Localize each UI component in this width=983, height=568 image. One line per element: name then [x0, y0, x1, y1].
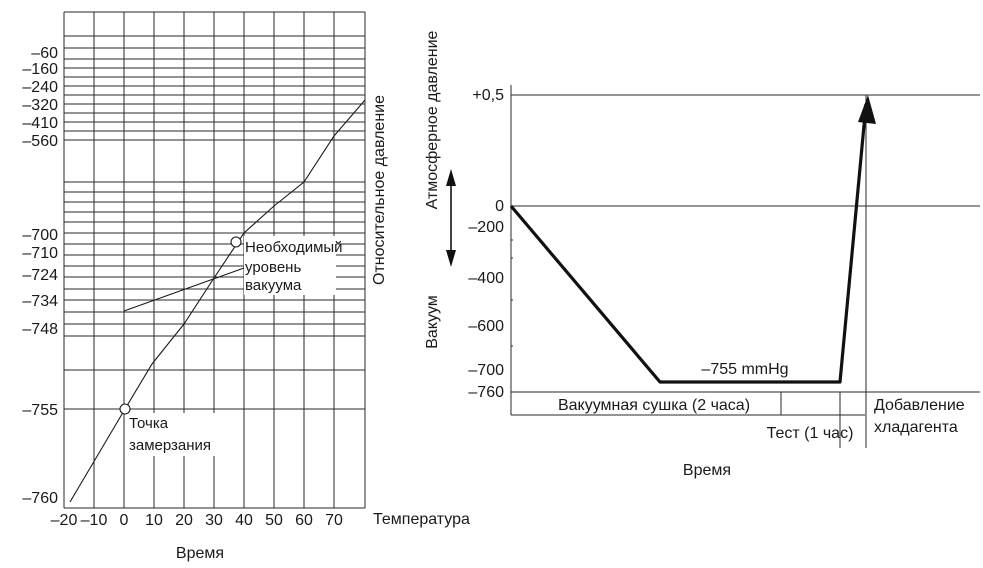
right-y-tick-label: –200	[468, 219, 504, 236]
left-x-tick-label: 30	[205, 512, 223, 529]
left-x-tick-label: –20	[51, 512, 78, 529]
annotation-required-line-3: вакуума	[245, 277, 302, 294]
marker-freezing-point	[119, 403, 131, 415]
annotation-freezing-point: Точка замерзания	[127, 413, 235, 456]
annotation-freezing-bg	[127, 413, 235, 456]
left-y-tick-label: –748	[22, 321, 58, 338]
left-y-tick-label: –710	[22, 245, 58, 262]
right-frame	[510, 85, 980, 448]
left-x-tick-label: 20	[175, 512, 193, 529]
left-x-tick-label: 60	[295, 512, 313, 529]
left-x-tick-label: 50	[265, 512, 283, 529]
left-y-tick-label: –410	[22, 115, 58, 132]
left-x-tick-label: 40	[235, 512, 253, 529]
annotation-freezing-line-1: Точка	[129, 415, 169, 432]
left-y-tick-label: –60	[31, 45, 58, 62]
left-x-tick-labels: –20 –10 0 10 20 30 40 50 60 70	[51, 512, 343, 529]
left-y-tick-label: –560	[22, 133, 58, 150]
left-y-tick-label: –755	[22, 402, 58, 419]
left-y-tick-label: –700	[22, 227, 58, 244]
right-y-tick-label: –760	[468, 384, 504, 401]
left-x-tick-label: –10	[81, 512, 108, 529]
pressure-curve	[509, 103, 868, 384]
phase-drying-label: Вакуумная сушка (2 часа)	[558, 397, 750, 414]
right-y-tick-label: –400	[468, 270, 504, 287]
right-y-label-atmospheric: Атмосферное давление	[424, 30, 441, 209]
left-curves	[69, 99, 366, 503]
pressure-curve-arrowhead	[858, 95, 876, 124]
left-x-tick-label: 70	[325, 512, 343, 529]
double-arrow	[446, 169, 456, 267]
curve-required-vacuum	[123, 267, 245, 312]
left-x-axis-label: Температура	[373, 511, 470, 528]
left-y-tick-label: –320	[22, 97, 58, 114]
left-y-tick-labels: –60–160–240–320–410–560 –700–710 –724 –734 –…	[22, 45, 58, 507]
annotation-required-line-1: Необходимый	[245, 239, 343, 256]
right-chart: +0,5 0 –200 –400 –600 –700 –760 Атмосферное да…	[424, 30, 980, 479]
phase-charge-label-1: Добавление	[874, 397, 965, 414]
right-y-tick-label: –700	[468, 362, 504, 379]
left-x-tick-label: 0	[120, 512, 129, 529]
left-bottom-label: Время	[176, 545, 224, 562]
left-grid	[63, 11, 366, 509]
right-y-tick-label: +0,5	[472, 87, 504, 104]
left-y-tick-label: –760	[22, 490, 58, 507]
annotation-required-bg	[244, 236, 336, 295]
left-y-tick-label: –240	[22, 79, 58, 96]
right-y-tick-label: –600	[468, 318, 504, 335]
annotation-required-line-2: уровень	[245, 259, 301, 276]
marker-required-vacuum	[230, 236, 242, 248]
annotation-755: –755 mmHg	[701, 361, 788, 378]
annotation-freezing-line-2: замерзания	[129, 437, 211, 454]
left-y-tick-label: –734	[22, 293, 58, 310]
left-y-axis-label: Относительное давление	[371, 95, 388, 285]
annotation-required-vacuum: Необходимый уровень вакуума	[244, 236, 343, 295]
phase-test-label: Тест (1 час)	[767, 425, 854, 442]
left-y-tick-label: –160	[22, 61, 58, 78]
right-y-tick-label: 0	[495, 198, 504, 215]
left-chart: –60–160–240–320–410–560 –700–710 –724 –734 –…	[22, 11, 470, 562]
left-y-tick-label: –724	[22, 267, 58, 284]
right-y-label-vacuum: Вакуум	[424, 295, 441, 349]
left-x-tick-label: 10	[145, 512, 163, 529]
right-x-axis-label: Время	[683, 462, 731, 479]
curve-vapor-pressure	[69, 99, 366, 503]
phase-charge-label-2: хладагента	[874, 419, 958, 436]
right-y-tick-labels: +0,5 0 –200 –400 –600 –700 –760	[468, 87, 504, 401]
